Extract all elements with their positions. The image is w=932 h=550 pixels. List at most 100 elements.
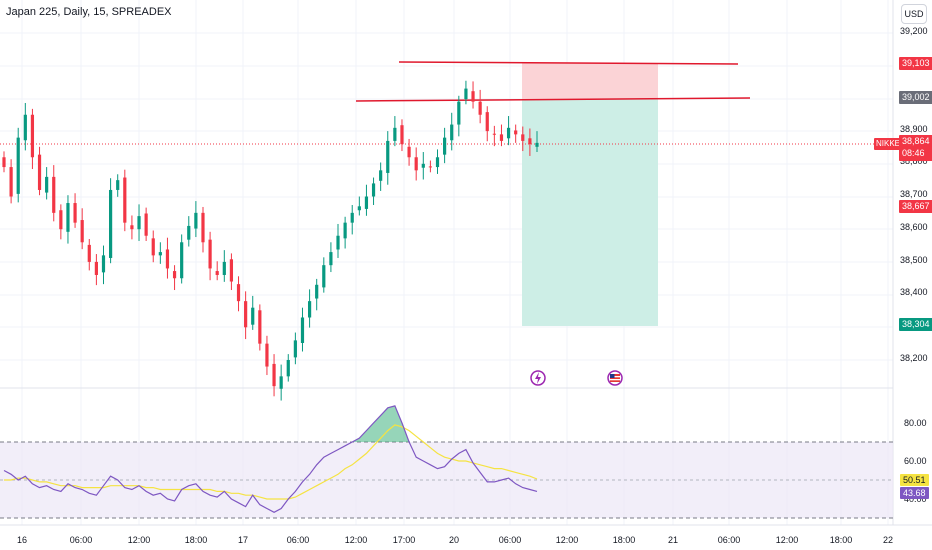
candle <box>52 176 56 213</box>
candle <box>499 134 504 141</box>
candle <box>443 137 447 155</box>
candle <box>2 157 6 168</box>
time-label: 18:00 <box>829 535 853 545</box>
bar-countdown: 08:46 <box>902 148 925 158</box>
candle <box>521 134 525 141</box>
us-flag-icon[interactable] <box>607 370 623 386</box>
candle <box>123 177 127 223</box>
time-label: 12:00 <box>555 535 579 545</box>
currency-button[interactable]: USD <box>901 4 927 24</box>
candle <box>130 225 134 230</box>
candle <box>307 301 312 318</box>
candle <box>286 360 290 377</box>
long-position-risk-zone[interactable] <box>522 63 658 99</box>
price-label: 38,800 <box>900 156 928 166</box>
time-label: 06:00 <box>498 535 522 545</box>
candle <box>364 196 369 209</box>
candle <box>265 343 269 367</box>
time-label: 16 <box>16 535 28 545</box>
time-label: 12:00 <box>344 535 368 545</box>
candle <box>94 261 98 275</box>
candle <box>386 140 390 173</box>
long-position-profit-zone[interactable] <box>522 99 658 326</box>
candle <box>215 271 219 275</box>
time-label: 12:00 <box>775 535 799 545</box>
candle <box>414 157 418 171</box>
candle <box>514 130 518 135</box>
candle <box>45 176 49 193</box>
time-label: 06:00 <box>69 535 93 545</box>
candle <box>293 340 297 358</box>
candle <box>101 255 106 273</box>
candle <box>236 284 241 302</box>
candle <box>315 284 319 299</box>
candle <box>279 376 283 389</box>
candle <box>37 154 42 190</box>
upper-level-tag[interactable]: 39,103 <box>899 57 932 70</box>
target-level-tag[interactable]: 38,304 <box>899 318 932 331</box>
candle <box>116 180 120 190</box>
chart-grid <box>0 0 893 525</box>
candle <box>535 142 539 147</box>
entry-level-tag[interactable]: 39,002 <box>899 91 932 104</box>
symbol-title[interactable]: Japan 225, Daily, 15, SPREADEX <box>6 6 172 18</box>
resistance-line-upper[interactable] <box>398 61 739 65</box>
candle <box>137 216 141 230</box>
candle <box>450 124 454 141</box>
last-price-tag: 38,864 08:46 <box>899 135 932 161</box>
price-label: 38,700 <box>900 189 928 199</box>
candle <box>16 137 20 194</box>
stop-level-tag[interactable]: 38,667 <box>899 200 932 213</box>
candle <box>371 183 376 197</box>
rsi-axis-label: 60.00 <box>904 456 927 466</box>
resistance-line-lower[interactable] <box>355 97 751 102</box>
candle <box>208 239 212 269</box>
candle <box>9 167 13 197</box>
candle <box>66 203 70 232</box>
candle <box>343 222 347 239</box>
rsi-value-tag: 43.68 <box>900 487 929 499</box>
candle <box>428 166 432 168</box>
last-price-value: 38,864 <box>902 136 930 146</box>
candle <box>229 259 234 282</box>
candle <box>73 203 77 223</box>
candle <box>194 212 198 229</box>
time-label: 06:00 <box>286 535 310 545</box>
ticker-tag: NIKKEI <box>874 138 905 150</box>
candle <box>329 252 333 266</box>
price-label: 39,200 <box>900 26 928 36</box>
rsi-line <box>3 405 538 513</box>
rsi-overbought-fill <box>352 405 410 442</box>
candle <box>258 310 262 344</box>
candle <box>59 210 63 230</box>
candlestick-series <box>2 80 539 401</box>
candle <box>393 127 397 141</box>
candle <box>407 146 411 158</box>
candle <box>350 212 354 223</box>
time-label: 06:00 <box>717 535 741 545</box>
candle <box>251 307 255 325</box>
candle <box>478 101 482 115</box>
candle <box>357 206 361 211</box>
candle <box>244 301 248 328</box>
candle <box>492 133 496 135</box>
candle <box>400 125 404 145</box>
time-label: 18:00 <box>612 535 636 545</box>
candle <box>435 157 440 168</box>
price-label: 38,900 <box>900 124 928 134</box>
candle <box>144 213 148 236</box>
rsi-axis-label: 80.00 <box>904 418 927 428</box>
rsi-ma-line <box>4 424 538 500</box>
lightning-icon[interactable] <box>530 370 546 386</box>
candle <box>457 101 461 125</box>
time-label: 21 <box>667 535 679 545</box>
candle <box>379 170 383 181</box>
candle <box>23 114 27 141</box>
candle <box>506 127 511 139</box>
candle <box>180 242 184 279</box>
candle <box>222 261 226 275</box>
candle <box>187 225 191 240</box>
candle <box>272 363 276 387</box>
